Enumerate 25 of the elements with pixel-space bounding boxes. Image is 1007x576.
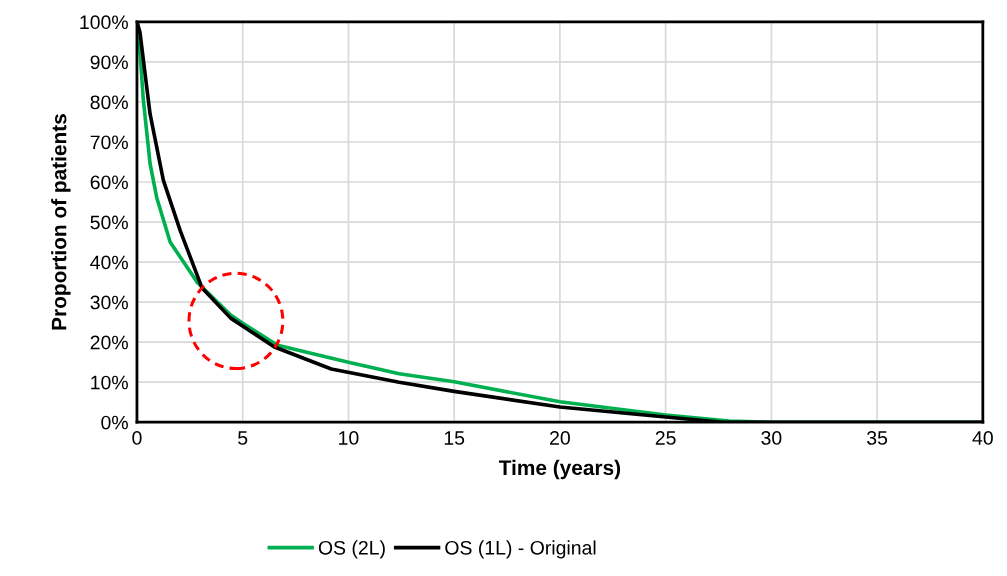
x-axis-title: Time (years) <box>498 459 621 480</box>
x-tick-label: 40 <box>972 431 993 445</box>
y-tick-label: 60% <box>90 175 128 190</box>
x-tick-label: 5 <box>238 431 248 445</box>
legend-label: OS (2L) <box>318 540 385 559</box>
y-tick-label: 70% <box>90 135 128 150</box>
y-axis-title: Proportion of patients <box>51 114 71 330</box>
x-tick-label: 35 <box>867 431 888 445</box>
legend-label: OS (1L) - Original <box>445 540 596 559</box>
y-tick-label: 40% <box>90 255 128 270</box>
x-tick-label: 30 <box>761 431 782 445</box>
x-tick-label: 0 <box>132 431 142 445</box>
y-tick-label: 50% <box>90 215 128 230</box>
y-tick-label: 30% <box>90 295 128 310</box>
y-tick-label: 10% <box>91 375 128 390</box>
y-tick-label: 0% <box>101 415 128 430</box>
y-tick-label: 90% <box>90 55 128 70</box>
line-series <box>136 21 983 423</box>
x-tick-label: 25 <box>655 431 676 445</box>
x-tick-label: 15 <box>444 431 465 445</box>
x-tick-label: 10 <box>339 431 359 445</box>
y-tick-label: 100% <box>80 15 128 30</box>
y-tick-label: 20% <box>90 335 128 350</box>
y-tick-label: 80% <box>90 95 128 110</box>
x-tick-label: 20 <box>550 431 570 445</box>
